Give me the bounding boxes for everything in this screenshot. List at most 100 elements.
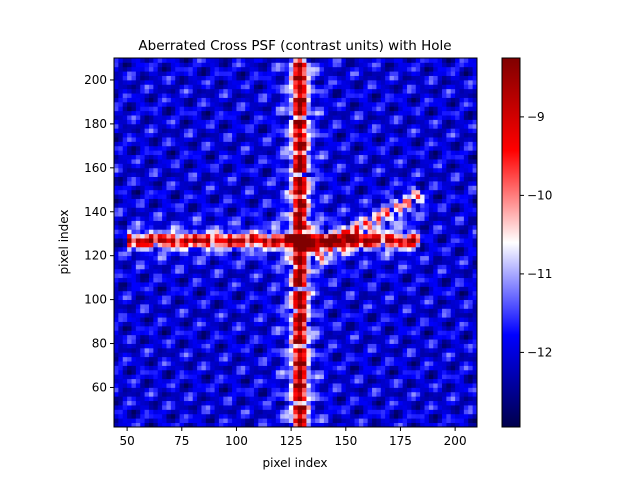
heatmap-cell bbox=[245, 268, 250, 274]
heatmap-cell bbox=[337, 137, 342, 142]
heatmap-cell bbox=[267, 154, 272, 160]
heatmap-cell bbox=[258, 290, 264, 296]
heatmap-cell bbox=[157, 383, 163, 388]
heatmap-cell bbox=[135, 304, 141, 309]
heatmap-cell bbox=[249, 369, 255, 375]
heatmap-cell bbox=[205, 374, 211, 380]
heatmap-cell bbox=[153, 343, 159, 349]
heatmap-cell bbox=[122, 233, 128, 239]
heatmap-cell bbox=[240, 216, 246, 221]
heatmap-cell bbox=[341, 321, 347, 327]
heatmap-cell bbox=[345, 347, 351, 353]
heatmap-cell bbox=[188, 343, 194, 349]
heatmap-cell bbox=[249, 374, 255, 380]
heatmap-cell bbox=[306, 185, 312, 191]
heatmap-cell bbox=[157, 369, 163, 375]
heatmap-cell bbox=[170, 268, 176, 274]
heatmap-cell bbox=[267, 216, 272, 221]
heatmap-cell bbox=[253, 216, 259, 221]
heatmap-cell bbox=[214, 273, 220, 279]
heatmap-cell bbox=[122, 66, 128, 72]
heatmap-cell bbox=[114, 295, 119, 300]
heatmap-cell bbox=[280, 58, 285, 63]
heatmap-cell bbox=[367, 295, 373, 300]
heatmap-cell bbox=[188, 304, 194, 309]
heatmap-cell bbox=[367, 308, 373, 314]
heatmap-cell bbox=[271, 79, 277, 85]
heatmap-cell bbox=[144, 128, 150, 134]
heatmap-cell bbox=[157, 189, 163, 195]
heatmap-cell bbox=[201, 198, 207, 204]
heatmap-cell bbox=[170, 273, 176, 279]
heatmap-cell bbox=[332, 88, 338, 94]
heatmap-cell bbox=[350, 282, 355, 287]
heatmap-cell bbox=[249, 325, 255, 331]
heatmap-cell bbox=[323, 304, 329, 309]
heatmap-cell bbox=[302, 347, 307, 353]
heatmap-cell bbox=[240, 312, 246, 318]
heatmap-cell bbox=[275, 141, 281, 147]
heatmap-cell bbox=[218, 347, 224, 353]
heatmap-cell bbox=[153, 378, 159, 384]
heatmap-cell bbox=[131, 277, 137, 283]
heatmap-cell bbox=[319, 343, 325, 349]
heatmap-cell bbox=[210, 132, 215, 138]
heatmap-cell bbox=[183, 282, 189, 287]
heatmap-cell bbox=[170, 260, 176, 265]
heatmap-cell bbox=[323, 405, 329, 410]
heatmap-cell bbox=[319, 242, 325, 248]
heatmap-cell bbox=[166, 189, 172, 195]
heatmap-cell bbox=[284, 58, 290, 63]
heatmap-cell bbox=[280, 413, 285, 419]
heatmap-cell bbox=[275, 312, 281, 318]
heatmap-cell bbox=[122, 383, 128, 388]
heatmap-cell bbox=[192, 273, 198, 279]
heatmap-cell bbox=[170, 374, 176, 380]
heatmap-cell bbox=[201, 405, 207, 410]
heatmap-cell bbox=[179, 378, 185, 384]
heatmap-cell bbox=[140, 343, 146, 349]
heatmap-cell bbox=[323, 413, 329, 419]
heatmap-cell bbox=[302, 93, 307, 98]
heatmap-cell bbox=[179, 216, 185, 221]
heatmap-cell bbox=[315, 277, 320, 283]
heatmap-cell bbox=[337, 264, 342, 270]
heatmap-cell bbox=[358, 290, 364, 296]
heatmap-cell bbox=[258, 145, 264, 151]
heatmap-cell bbox=[223, 84, 229, 90]
heatmap-cell bbox=[153, 115, 159, 120]
heatmap-cell bbox=[363, 277, 369, 283]
heatmap-cell bbox=[162, 339, 167, 344]
heatmap-cell bbox=[288, 387, 294, 393]
heatmap-cell bbox=[319, 145, 325, 151]
heatmap-cell bbox=[197, 123, 202, 129]
heatmap-cell bbox=[227, 119, 233, 125]
heatmap-cell bbox=[183, 167, 189, 173]
heatmap-cell bbox=[275, 246, 281, 252]
heatmap-cell bbox=[363, 123, 369, 129]
heatmap-cell bbox=[363, 330, 369, 336]
heatmap-cell bbox=[271, 242, 277, 248]
heatmap-cell bbox=[135, 202, 141, 208]
heatmap-cell bbox=[227, 282, 233, 287]
heatmap-cell bbox=[284, 260, 290, 265]
heatmap-cell bbox=[114, 66, 119, 72]
heatmap-cell bbox=[284, 202, 290, 208]
heatmap-cell bbox=[218, 119, 224, 125]
heatmap-cell bbox=[188, 163, 194, 169]
heatmap-cell bbox=[302, 132, 307, 138]
heatmap-cell bbox=[175, 352, 180, 358]
heatmap-cell bbox=[310, 62, 316, 68]
heatmap-cell bbox=[288, 137, 294, 142]
heatmap-cell bbox=[148, 343, 154, 349]
heatmap-cell bbox=[122, 299, 128, 305]
heatmap-cell bbox=[135, 251, 141, 257]
heatmap-cell bbox=[240, 110, 246, 116]
heatmap-cell bbox=[367, 123, 373, 129]
heatmap-cell bbox=[227, 365, 233, 371]
heatmap-cell bbox=[210, 211, 215, 217]
heatmap-cell bbox=[372, 405, 377, 410]
heatmap-cell bbox=[122, 325, 128, 331]
heatmap-cell bbox=[144, 391, 150, 397]
heatmap-cell bbox=[280, 405, 285, 410]
